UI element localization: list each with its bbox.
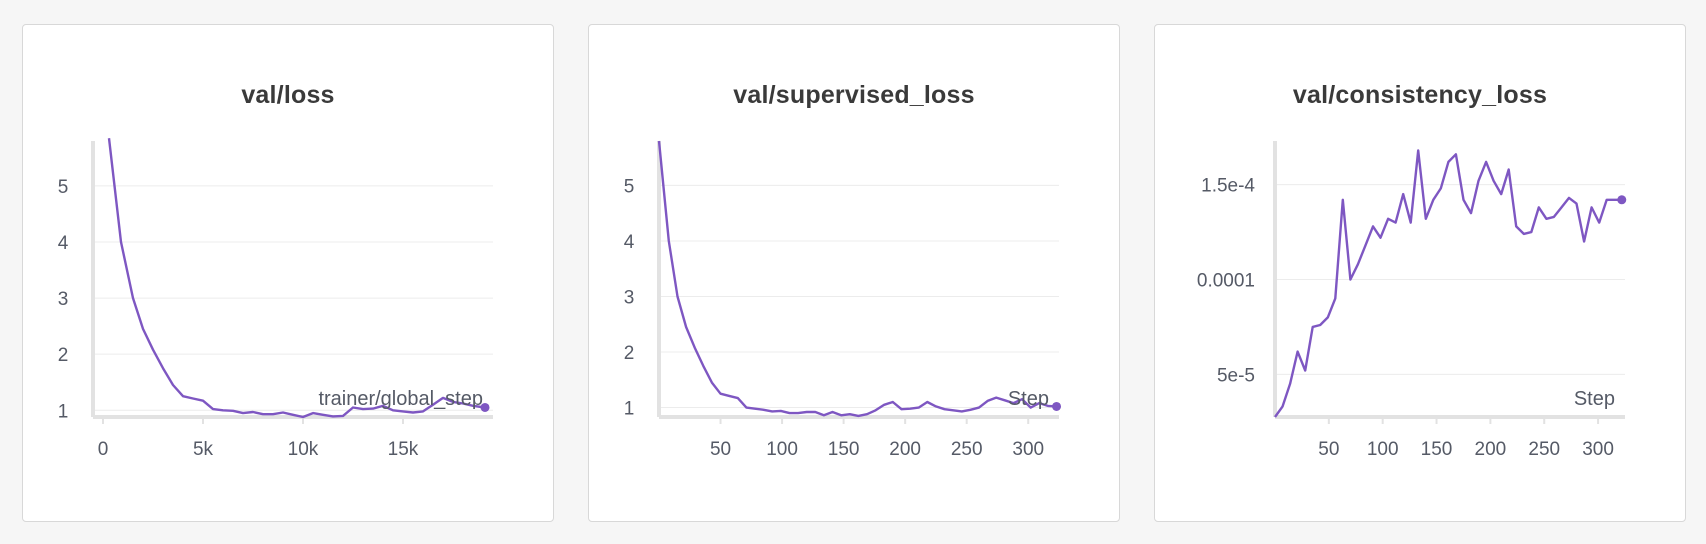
y-tick-label: 0.0001 [1197, 270, 1255, 291]
chart-title: val/loss [241, 81, 335, 109]
series-line[interactable] [1274, 149, 1622, 418]
x-tick-label: 100 [1367, 439, 1399, 460]
chart-title: val/supervised_loss [733, 81, 975, 109]
series-end-point[interactable] [1617, 195, 1627, 205]
y-tick-label: 5 [58, 177, 69, 198]
y-tick-label: 3 [624, 287, 635, 308]
y-tick-label: 5e-5 [1217, 365, 1255, 386]
series-line[interactable] [107, 138, 486, 419]
chart-panel-val-loss[interactable]: val/loss 1 2 3 4 5 0 5k 10k 15k trainer/global_st… [22, 24, 554, 522]
x-tick-label: 10k [288, 439, 319, 460]
chart-panel-val-supervised-loss[interactable]: val/supervised_loss 1 2 3 4 5 50 100 150 200 250 3… [588, 24, 1120, 522]
y-tick-label: 5 [624, 176, 635, 197]
x-axis-label: Step [1008, 388, 1049, 410]
x-tick-label: 250 [1528, 439, 1560, 460]
x-tick-label: 0 [98, 439, 109, 460]
y-tick-label: 4 [58, 233, 69, 254]
x-tick-label: 200 [889, 439, 921, 460]
series-line[interactable] [657, 140, 1057, 418]
y-tick-label: 3 [58, 289, 69, 310]
x-tick-label: 300 [1582, 439, 1614, 460]
x-tick-label: 15k [388, 439, 419, 460]
y-tick-label: 1.5e-4 [1201, 176, 1255, 197]
y-tick-label: 2 [624, 343, 635, 364]
y-tick-label: 2 [58, 345, 69, 366]
y-tick-label: 1 [624, 399, 635, 420]
x-tick-label: 5k [193, 439, 214, 460]
x-tick-label: 200 [1475, 439, 1507, 460]
x-tick-label: 100 [766, 439, 798, 460]
y-tick-label: 4 [624, 232, 635, 253]
series-end-point[interactable] [1052, 401, 1062, 411]
chart-title: val/consistency_loss [1292, 81, 1548, 109]
x-tick-label: 50 [710, 439, 731, 460]
chart-panel-val-consistency-loss[interactable]: val/consistency_loss 5e-5 0.0001 1.5e-4 50 1… [1154, 24, 1686, 522]
chart-plot-area: 1 2 3 4 5 0 5k 10k 15k trainer/global_step [58, 138, 493, 460]
x-tick-label: 150 [1421, 439, 1453, 460]
y-tick-label: 1 [58, 401, 69, 422]
chart-plot-area: 5e-5 0.0001 1.5e-4 50 100 150 200 250 300 Step [1197, 141, 1627, 460]
x-tick-label: 300 [1012, 439, 1044, 460]
x-tick-label: 150 [828, 439, 860, 460]
chart-plot-area: 1 2 3 4 5 50 100 150 200 250 300 Step [624, 140, 1062, 460]
x-axis-label: trainer/global_step [318, 388, 483, 410]
series-end-point[interactable] [480, 402, 490, 412]
x-tick-label: 50 [1318, 439, 1339, 460]
x-axis-label: Step [1574, 388, 1615, 410]
x-tick-label: 250 [951, 439, 983, 460]
